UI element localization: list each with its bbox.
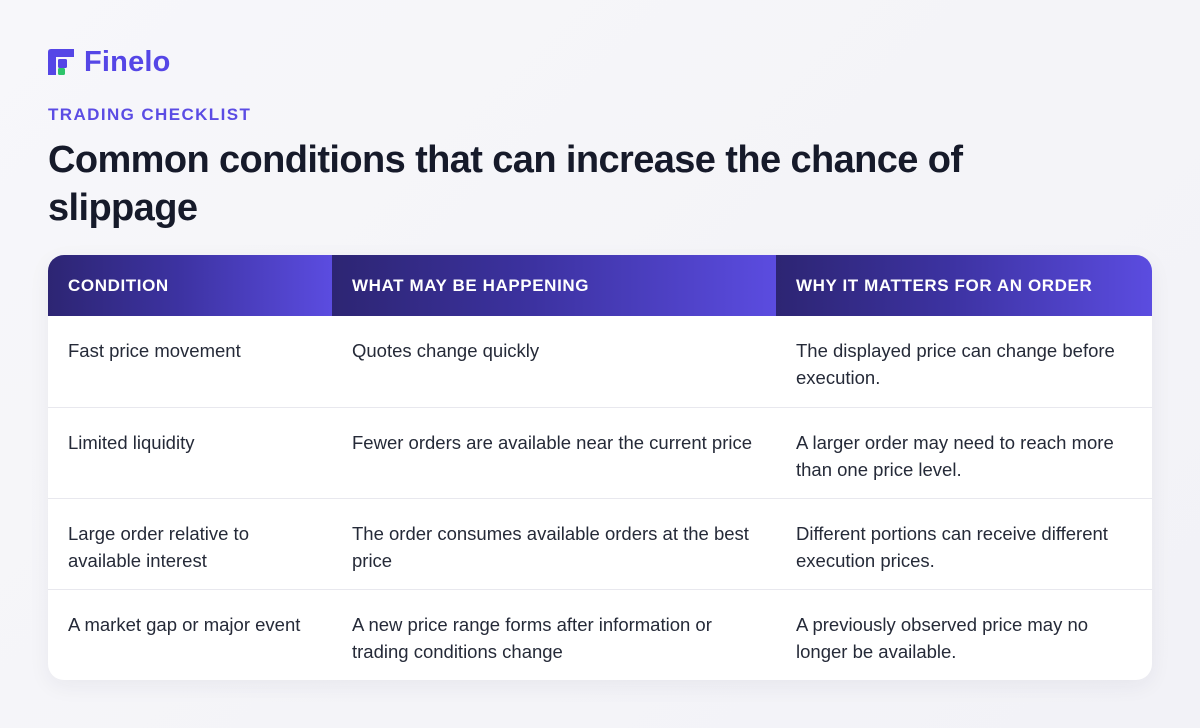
cell-why-it-matters: A previously observed price may no longe…	[796, 614, 1089, 662]
header-what-may-be-happening: WHAT MAY BE HAPPENING	[332, 255, 776, 316]
eyebrow-label: TRADING CHECKLIST	[48, 105, 252, 124]
cell-why-it-matters: The displayed price can change before ex…	[796, 340, 1115, 388]
table-row: A market gap or major event A new price …	[48, 589, 1152, 680]
cell-condition: Fast price movement	[68, 340, 241, 361]
cell-what-may-be-happening: Quotes change quickly	[352, 340, 540, 361]
cell-why-it-matters: Different portions can receive different…	[796, 523, 1108, 571]
cell-condition: Large order relative to available intere…	[68, 523, 249, 571]
table-row: Fast price movement Quotes change quickl…	[48, 316, 1152, 407]
header-why-it-matters: WHY IT MATTERS FOR AN ORDER	[776, 255, 1152, 316]
page-title: Common conditions that can increase the …	[48, 139, 963, 229]
table-row: Limited liquidity Fewer orders are avail…	[48, 407, 1152, 498]
cell-what-may-be-happening: A new price range forms after informatio…	[352, 614, 712, 662]
header-condition: CONDITION	[48, 255, 332, 316]
cell-condition: Limited liquidity	[68, 432, 195, 453]
brand-logo: Finelo	[48, 46, 171, 78]
brand-name: Finelo	[84, 46, 171, 78]
finelo-logo-icon	[48, 49, 74, 75]
slippage-conditions-table: CONDITION WHAT MAY BE HAPPENING WHY IT M…	[48, 255, 1152, 680]
cell-why-it-matters: A larger order may need to reach more th…	[796, 432, 1114, 480]
cell-what-may-be-happening: The order consumes available orders at t…	[352, 523, 749, 571]
cell-what-may-be-happening: Fewer orders are available near the curr…	[352, 432, 752, 453]
table-header-row: CONDITION WHAT MAY BE HAPPENING WHY IT M…	[48, 255, 1152, 316]
cell-condition: A market gap or major event	[68, 614, 301, 635]
table-row: Large order relative to available intere…	[48, 498, 1152, 589]
